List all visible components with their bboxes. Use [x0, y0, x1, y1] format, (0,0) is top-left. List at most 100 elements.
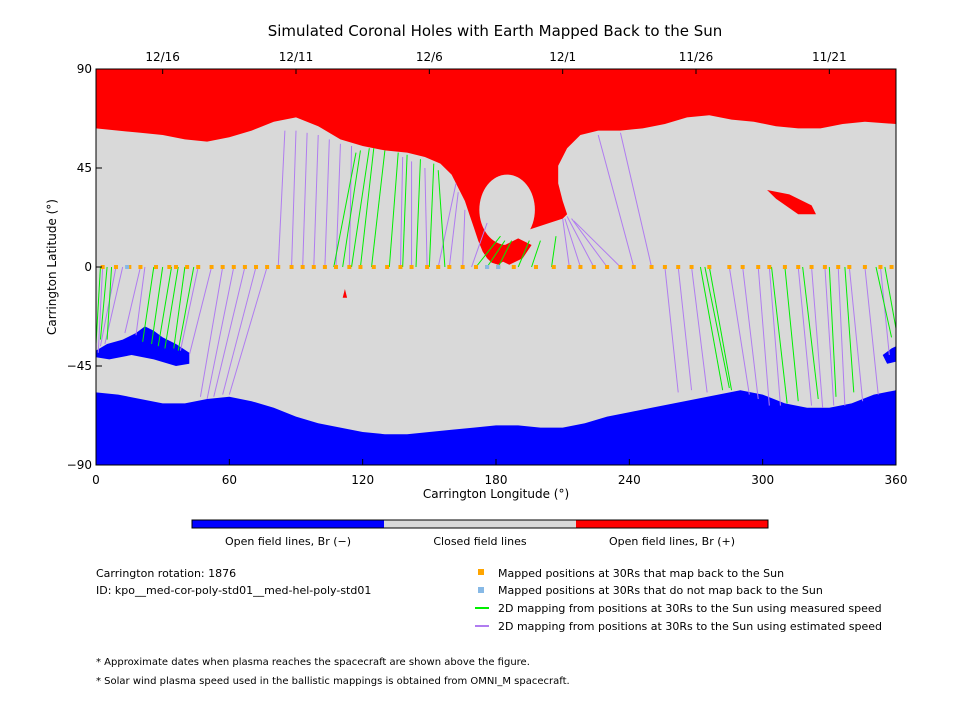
y-axis-label: Carrington Latitude (°): [45, 199, 59, 335]
measured-mapping-line: [704, 266, 730, 389]
mapped-point: [727, 265, 732, 269]
red-patch: [767, 190, 816, 215]
red-patch: [342, 289, 348, 298]
mapped-point: [460, 265, 465, 269]
mapped-point: [322, 265, 327, 269]
estimated-mapping-line: [664, 266, 679, 393]
estimated-mapping-line: [179, 266, 199, 351]
unmapped-point: [496, 265, 501, 269]
colorbar-label-closed: Closed field lines: [433, 535, 527, 548]
mapped-point: [782, 265, 787, 269]
estimated-mapping-line: [564, 218, 581, 268]
mapped-point: [889, 265, 894, 269]
measured-mapping-line: [351, 148, 370, 268]
estimated-mapping-line: [562, 218, 570, 268]
legend-label-measured: 2D mapping from positions at 30Rs to the…: [498, 602, 882, 615]
mapped-point: [174, 265, 178, 269]
estimated-mapping-line: [824, 266, 835, 406]
mapped-point: [756, 265, 761, 269]
estimated-speed-mapping-lines: [97, 130, 890, 408]
measured-mapping-line: [388, 152, 399, 268]
mapped-point: [100, 265, 105, 269]
mapped-point: [138, 265, 143, 269]
estimated-mapping-line: [837, 266, 846, 406]
mapped-point: [836, 265, 841, 269]
x-tick-label: 360: [885, 473, 908, 487]
x-axis-label: Carrington Longitude (°): [423, 487, 569, 501]
measured-mapping-line: [551, 236, 557, 268]
mapped-point: [167, 265, 172, 269]
mapped-point: [231, 265, 236, 269]
mapped-point: [220, 265, 225, 269]
measured-mapping-line: [371, 150, 386, 268]
estimated-mapping-line: [768, 266, 781, 406]
colorbar-open-negative: [192, 520, 384, 528]
mapped-point: [767, 265, 772, 269]
measured-mapping-line: [402, 154, 408, 268]
y-tick-label: 45: [77, 161, 92, 175]
carrington-rotation: Carrington rotation: 1876: [96, 567, 236, 580]
positive-open-patches: [342, 190, 816, 298]
y-tick-label: −90: [67, 458, 92, 472]
mapped-point: [649, 265, 654, 269]
measured-mapping-line: [784, 266, 799, 402]
x-tick-label: 300: [751, 473, 774, 487]
colorbar-frame: [191, 519, 769, 529]
mapped-point: [822, 265, 827, 269]
estimated-mapping-line: [437, 183, 457, 268]
x-tick-label: 180: [485, 473, 508, 487]
plot-area: [95, 68, 897, 466]
mapped-point: [425, 265, 430, 269]
top-date-label: 12/6: [416, 50, 443, 64]
x-tick-label: 60: [222, 473, 237, 487]
mapped-point: [311, 265, 316, 269]
estimated-mapping-line: [619, 132, 653, 268]
estimated-mapping-line: [213, 266, 246, 397]
legend-marker-mapped: [478, 569, 484, 575]
mapped-point: [878, 265, 883, 269]
measured-mapping-line: [157, 266, 173, 347]
estimated-mapping-line: [424, 167, 428, 268]
y-tick-label: 0: [84, 260, 92, 274]
measured-mapping-line: [875, 266, 893, 338]
measured-mapping-line: [428, 163, 435, 268]
mapped-point: [371, 265, 376, 269]
estimated-mapping-line: [277, 130, 286, 268]
mapped-positions: [100, 265, 894, 269]
mapped-point: [689, 265, 694, 269]
estimated-mapping-line: [728, 266, 750, 395]
measured-mapping-line: [342, 150, 361, 268]
estimated-mapping-line: [291, 130, 297, 268]
mapped-point: [676, 265, 681, 269]
estimated-mapping-line: [99, 266, 117, 347]
mapped-point: [409, 265, 414, 269]
model-id: ID: kpo__med-cor-poly-std01__med-hel-pol…: [96, 584, 371, 597]
estimated-mapping-line: [742, 266, 759, 400]
mapped-point: [511, 265, 516, 269]
measured-mapping-line: [177, 266, 195, 351]
top-date-label: 12/1: [549, 50, 576, 64]
measured-mapping-line: [497, 240, 513, 268]
measured-mapping-line: [106, 266, 113, 340]
mapped-point: [127, 265, 132, 269]
estimated-mapping-line: [864, 266, 879, 395]
estimated-mapping-line: [677, 266, 693, 391]
mapped-point: [436, 265, 441, 269]
footnote-dates: * Approximate dates when plasma reaches …: [96, 657, 530, 668]
measured-mapping-line: [333, 152, 357, 268]
mapped-point: [862, 265, 867, 269]
mapped-point: [398, 265, 403, 269]
estimated-mapping-line: [335, 143, 341, 268]
mapped-point: [242, 265, 247, 269]
estimated-mapping-line: [566, 216, 595, 268]
measured-mapping-line: [531, 240, 541, 268]
legend-label-not-mapped: Mapped positions at 30Rs that do not map…: [498, 584, 823, 597]
x-tick-label: 240: [618, 473, 641, 487]
mapped-point: [276, 265, 281, 269]
measured-mapping-line: [95, 266, 101, 345]
mapped-point: [631, 265, 636, 269]
colorbar-label-negative: Open field lines, Br (−): [225, 535, 351, 548]
colorbar-label-positive: Open field lines, Br (+): [609, 535, 735, 548]
